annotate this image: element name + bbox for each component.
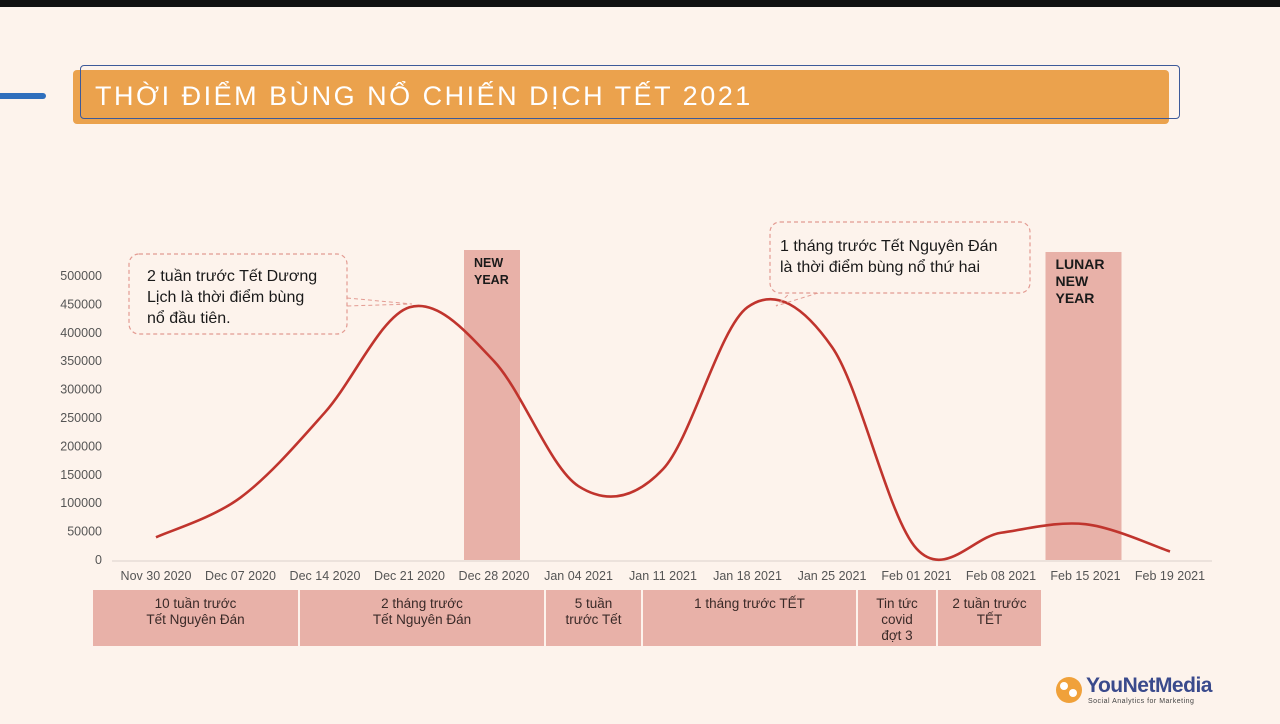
period-cell: 10 tuần trước Tết Nguyên Đán (93, 590, 298, 646)
callout-box (128, 253, 348, 335)
x-tick-label: Feb 01 2021 (881, 569, 951, 583)
logo-mark-icon (1056, 677, 1082, 703)
y-tick-label: 0 (95, 553, 102, 567)
x-tick-label: Jan 25 2021 (798, 569, 867, 583)
callout-text: 1 tháng trước Tết Nguyên Đán (780, 238, 997, 255)
y-tick-label: 400000 (60, 326, 102, 340)
logo-name: YouNetMedia (1086, 674, 1212, 697)
period-label: Tết Nguyên Đán (372, 612, 472, 627)
page-title: THỜI ĐIỂM BÙNG NỔ CHIẾN DỊCH TẾT 2021 (95, 81, 753, 111)
callout-text: nổ đầu tiên. (147, 309, 231, 327)
period-label: 2 tháng trước (381, 596, 463, 611)
period-label: 10 tuần trước (154, 596, 237, 611)
callout-box (769, 221, 1031, 294)
logo-tagline: Social Analytics for Marketing (1088, 698, 1195, 705)
highlight-label: NEW (1056, 273, 1089, 289)
highlight-label: NEW (474, 256, 503, 270)
x-tick-label: Dec 07 2020 (205, 569, 276, 583)
brand-logo: YouNetMedia Social Analytics for Marketi… (1056, 674, 1236, 714)
period-label: 1 tháng trước TẾT (694, 596, 805, 611)
period-cell: 1 tháng trước TẾT (643, 590, 856, 646)
side-accent-bar (0, 93, 46, 99)
period-cell: 2 tháng trước Tết Nguyên Đán (300, 590, 544, 646)
callout-pointer (775, 292, 819, 307)
period-label: đợt 3 (881, 628, 913, 643)
x-tick-label: Feb 08 2021 (966, 569, 1036, 583)
title-banner (73, 70, 1169, 124)
highlight-band (1045, 252, 1122, 560)
highlight-band (464, 250, 520, 560)
period-cell: 5 tuần trước Tết (546, 590, 641, 646)
y-tick-label: 500000 (60, 269, 102, 283)
period-label: Tết Nguyên Đán (146, 612, 245, 627)
period-label: 5 tuần (574, 596, 613, 611)
x-tick-label: Dec 14 2020 (290, 569, 361, 583)
x-tick-label: Feb 19 2021 (1135, 569, 1205, 583)
highlight-label: YEAR (1056, 290, 1095, 306)
x-tick-label: Nov 30 2020 (121, 569, 192, 583)
y-tick-label: 250000 (60, 411, 102, 425)
period-label: covid (881, 612, 913, 627)
callout-pointer (346, 297, 413, 307)
x-tick-label: Jan 04 2021 (544, 569, 613, 583)
x-tick-label: Dec 28 2020 (459, 569, 530, 583)
period-label: Tin tức (876, 596, 918, 611)
y-tick-label: 450000 (60, 297, 102, 311)
period-label: 2 tuần trước (952, 596, 1027, 611)
series-line (155, 297, 1171, 562)
period-label: TẾT (976, 612, 1003, 627)
period-cell: 2 tuần trước TẾT (938, 590, 1041, 646)
period-label: trước Tết (565, 612, 622, 627)
y-tick-label: 300000 (60, 383, 102, 397)
highlight-label: YEAR (474, 273, 509, 287)
top-border (0, 0, 1280, 7)
callout-text: là thời điểm bùng nổ thứ hai (780, 258, 980, 276)
x-tick-label: Jan 11 2021 (629, 569, 697, 583)
x-tick-label: Feb 15 2021 (1050, 569, 1120, 583)
y-tick-label: 200000 (60, 439, 102, 453)
x-tick-label: Dec 21 2020 (374, 569, 445, 583)
y-tick-label: 150000 (60, 468, 102, 482)
highlight-label: LUNAR (1056, 256, 1105, 272)
callout-text: 2 tuần trước Tết Dương (147, 268, 317, 285)
y-tick-label: 350000 (60, 354, 102, 368)
callout-text: Lịch là thời điểm bùng (147, 288, 304, 306)
y-tick-label: 100000 (60, 496, 102, 510)
title-banner-outline (80, 65, 1180, 119)
x-tick-label: Jan 18 2021 (713, 569, 782, 583)
y-tick-label: 50000 (67, 525, 102, 539)
period-cell: Tin tức covid đợt 3 (858, 590, 936, 646)
